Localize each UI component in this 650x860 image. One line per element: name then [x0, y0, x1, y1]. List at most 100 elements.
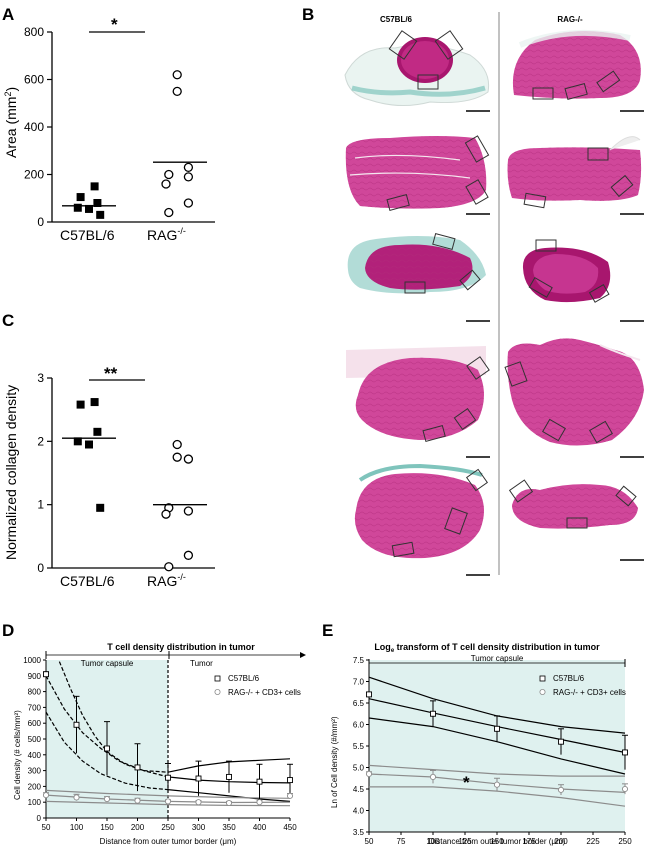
a-point-2 [183, 198, 194, 208]
e-xtick-label: 200 [554, 837, 568, 846]
d-ytick-label: 200 [28, 782, 42, 791]
e-capsule-shade [369, 660, 625, 832]
e-point-2 [429, 773, 437, 781]
e-point-1 [558, 738, 564, 745]
c-ytick-label: 1 [37, 498, 44, 512]
c-sig-star: ** [104, 364, 118, 383]
e-legend-2: RAG-/- + CD3+ cells [553, 688, 626, 697]
e-xtick-label: 125 [458, 837, 472, 846]
d-ytick-label: 100 [28, 798, 42, 807]
c-ylabel: Normalized collagen density [3, 385, 19, 560]
e-point-2 [557, 786, 565, 793]
panel-letter-d: D [2, 621, 14, 640]
d-point-1 [287, 777, 293, 784]
e-ytick-label: 4.0 [353, 807, 365, 816]
e-xtick-label: 75 [397, 837, 406, 846]
e-legend-1: C57BL/6 [553, 674, 585, 683]
a-point-2 [183, 172, 194, 182]
d-legend-2: RAG-/- + CD3+ cells [228, 688, 301, 697]
tissue-section-rag-4 [504, 338, 644, 458]
d-ytick-label: 900 [28, 672, 42, 681]
c-point-1 [73, 437, 82, 446]
d-title: T cell density distribution in tumor [107, 642, 255, 652]
e-point-1 [430, 710, 436, 717]
d-point-1 [73, 721, 80, 728]
panel-letter-e: E [322, 621, 333, 640]
a-point-1 [93, 199, 102, 207]
d-point-1 [226, 773, 232, 780]
a-sig-star: * [111, 15, 118, 34]
e-ytick-label: 5.0 [353, 764, 365, 773]
d-point-1 [104, 745, 110, 752]
a-ytick-label: 200 [24, 168, 44, 182]
d-ytick-label: 300 [28, 767, 42, 776]
d-fit-curve [167, 789, 291, 802]
e-legend: C57BL/6 RAG-/- + CD3+ cells [539, 674, 626, 697]
d-point-1 [195, 775, 202, 782]
d-point-1 [134, 764, 141, 771]
e-xtick-label: 250 [618, 837, 632, 846]
e-ytick-label: 7.5 [353, 656, 365, 665]
c-ytick-label: 0 [37, 561, 44, 575]
d-ylabel: Cell density (# cells/mm²) [13, 710, 22, 800]
a-ytick-label: 400 [24, 120, 44, 134]
chart-a: Area (mm2) 0 200 400 600 800 * C57BL/6 RAG-/… [3, 15, 215, 243]
e-title: Loge transform of T cell density distrib… [374, 642, 600, 654]
tissue-section-c57-3 [347, 232, 490, 322]
a-ylabel: Area (mm2) [3, 87, 19, 158]
chart-e: Loge transform of T cell density distrib… [330, 642, 632, 846]
e-legend-marker-1 [539, 675, 546, 682]
e-xtick-label: 225 [586, 837, 600, 846]
d-point-2 [134, 797, 141, 804]
e-xtick-label: 175 [522, 837, 536, 846]
a-ytick-label: 800 [24, 25, 44, 39]
d-point-2 [225, 799, 233, 807]
a-point-1 [85, 204, 93, 213]
tissue-section-rag-3 [522, 239, 644, 322]
a-point-2 [172, 70, 182, 80]
tissue-section-c57-4 [346, 346, 490, 458]
a-point-2 [164, 207, 174, 218]
a-point-2 [164, 169, 174, 180]
d-ytick-label: 500 [28, 735, 42, 744]
a-point-1 [96, 210, 105, 219]
c-point-2 [183, 506, 194, 516]
c-point-1 [93, 427, 102, 436]
e-point-1 [494, 725, 500, 732]
e-xlabel: Distance from outer tumor border (μm) [429, 837, 566, 846]
d-fit-curve [58, 661, 169, 773]
e-ytick-label: 7.0 [353, 678, 365, 687]
d-legend-marker-2 [214, 689, 221, 696]
c-point-2 [161, 509, 171, 519]
c-point-2 [183, 550, 194, 560]
e-ytick-label: 6.5 [353, 699, 365, 708]
e-legend-marker-2 [539, 689, 546, 696]
histology-col-left-label: C57BL/6 [380, 15, 413, 24]
d-ytick-label: 800 [28, 688, 42, 697]
d-region-arrows: Tumor capsule Tumor [45, 651, 306, 668]
c-xcat-2: RAG-/- [147, 572, 186, 589]
d-capsule-label: Tumor capsule [81, 659, 134, 668]
e-fit-curve [368, 764, 625, 777]
d-fit-curve [45, 800, 291, 807]
e-region-arrow: Tumor capsule [368, 654, 626, 667]
d-ytick-label: 400 [28, 751, 42, 760]
a-point-2 [172, 86, 182, 97]
panel-letter-b: B [302, 5, 314, 24]
c-point-1 [85, 440, 93, 449]
d-xlabel: Distance from outer tumor border (μm) [100, 837, 237, 846]
d-point-1 [165, 774, 171, 781]
a-point-2 [161, 179, 171, 189]
d-ytick-label: 600 [28, 719, 42, 728]
e-sig-star: * [463, 773, 470, 792]
d-xtick-label: 350 [222, 823, 236, 832]
c-point-2 [164, 562, 174, 572]
e-ytick-label: 6.0 [353, 721, 365, 730]
e-xtick-label: 50 [365, 837, 374, 846]
chart-d: T cell density distribution in tumor 0 10… [13, 642, 306, 846]
d-point-2 [256, 799, 263, 806]
e-point-1 [622, 749, 628, 756]
e-ytick-label: 5.5 [353, 742, 365, 751]
d-point-2 [195, 799, 202, 806]
a-point-1 [73, 203, 82, 212]
